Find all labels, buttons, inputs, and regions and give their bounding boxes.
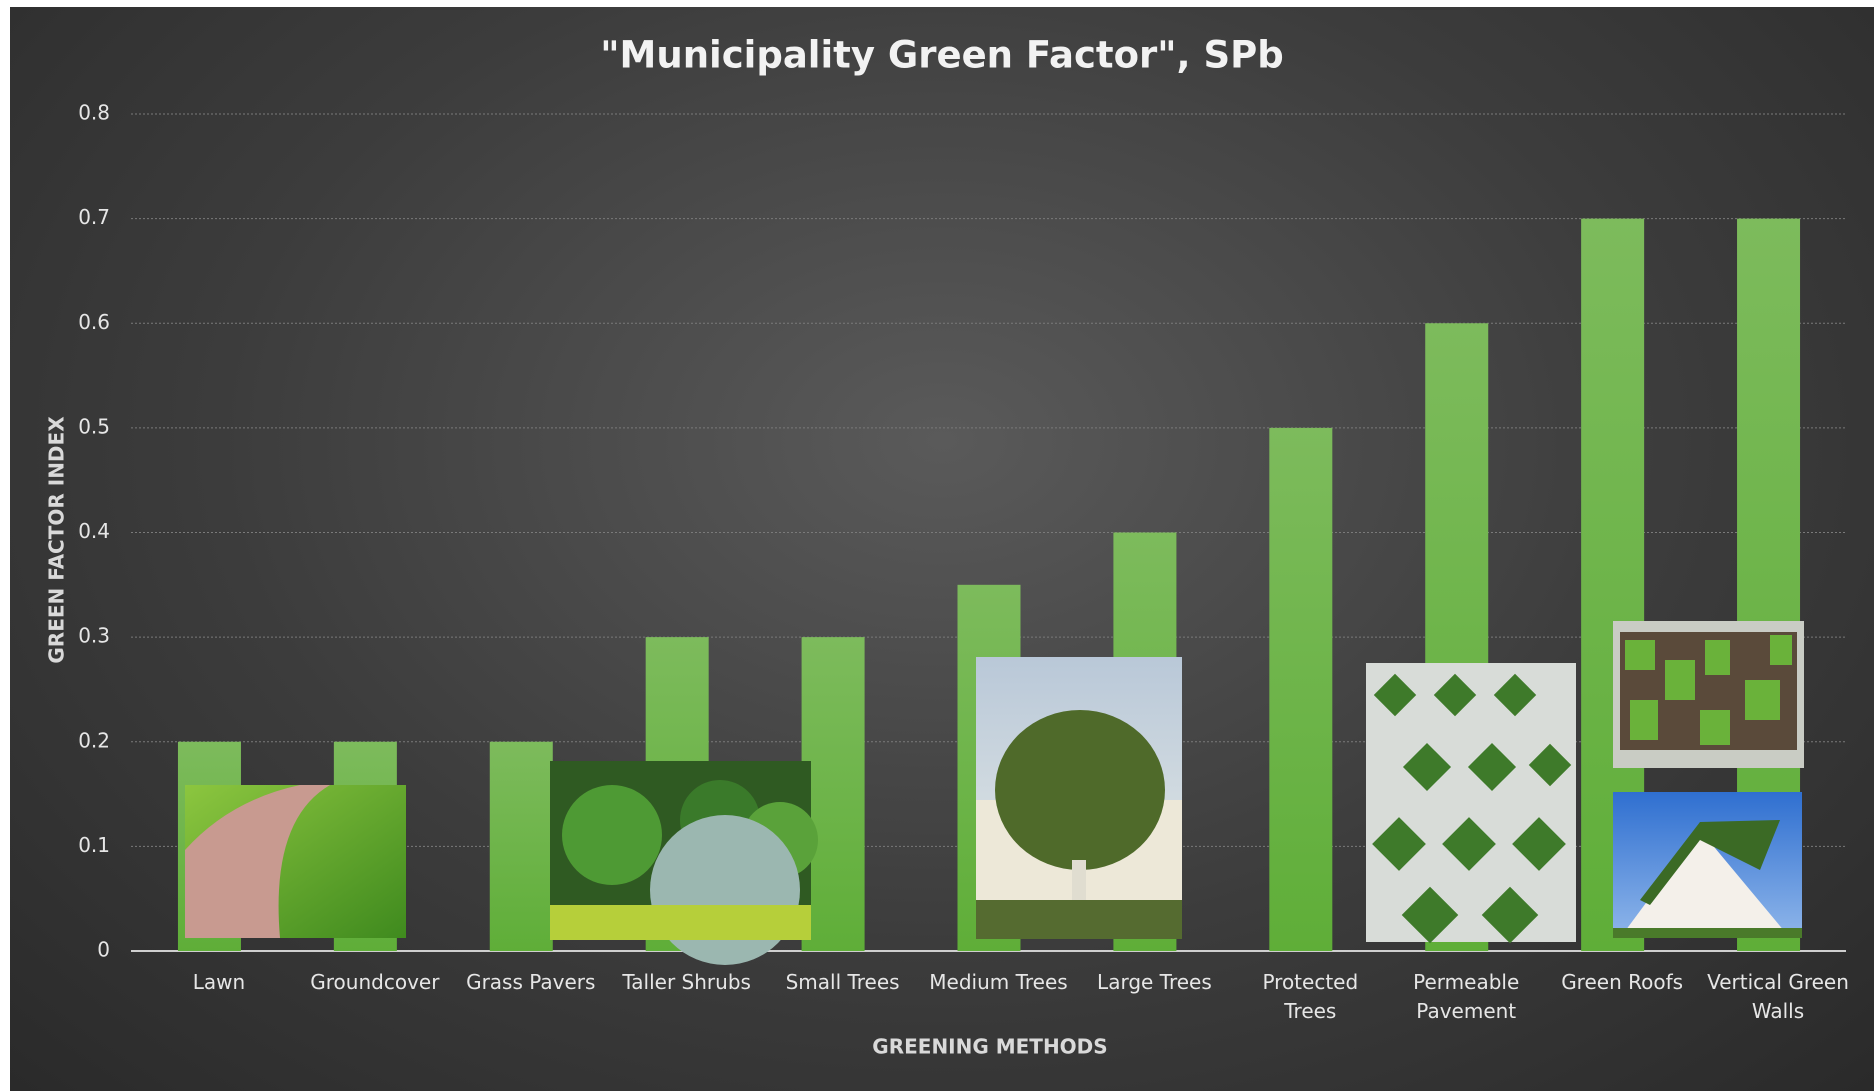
x-tick-label: Small Trees: [768, 968, 918, 997]
shrubs-photo: [550, 761, 818, 965]
pavement-photo: [1366, 663, 1576, 943]
green-wall-photo: [1613, 621, 1804, 768]
lawn-photo: [185, 785, 406, 938]
x-tick-label: Protected Trees: [1235, 968, 1385, 1026]
tree-photo: [976, 657, 1182, 939]
x-tick-label: Vertical Green Walls: [1703, 968, 1853, 1026]
x-tick-label: Large Trees: [1079, 968, 1229, 997]
photo-overlay: [0, 0, 1874, 1091]
x-tick-label: Taller Shrubs: [612, 968, 762, 997]
page: "Municipality Green Factor", SPb GREENIN…: [0, 0, 1874, 1091]
x-tick-label: Permeable Pavement: [1391, 968, 1541, 1026]
x-tick-label: Grass Pavers: [456, 968, 606, 997]
x-tick-label: Green Roofs: [1547, 968, 1697, 997]
x-tick-label: Lawn: [144, 968, 294, 997]
green-roof-photo: [1613, 792, 1802, 938]
x-tick-label: Groundcover: [300, 968, 450, 997]
x-tick-label: Medium Trees: [924, 968, 1074, 997]
